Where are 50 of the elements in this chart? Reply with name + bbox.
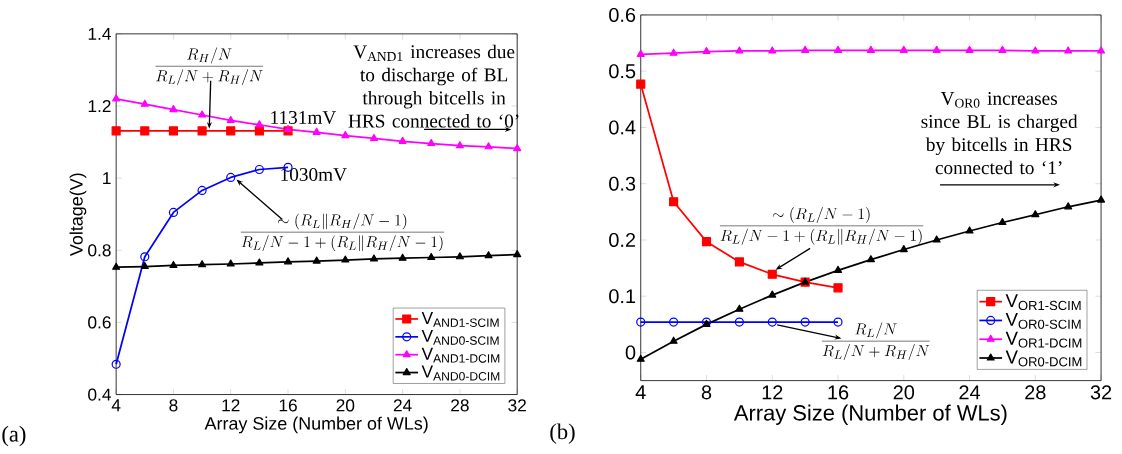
y-tick-label: 0.5 [609, 63, 636, 79]
x-tick-label: 8 [701, 385, 712, 400]
y-tick-label: 0.2 [609, 232, 636, 247]
annotation: 1131mV [271, 110, 337, 124]
x-tick-label: 16 [279, 399, 297, 412]
x-tick-label: 16 [828, 385, 849, 400]
legend-label: V$_{OR0-SCIM}$ [1005, 312, 1081, 329]
y-tick-label: 0.4 [88, 388, 111, 401]
y-tick-label: 0.8 [88, 243, 111, 257]
x-tick-label: 20 [893, 385, 915, 400]
legend-label: V$_{AND0-DCIM}$ [421, 365, 500, 381]
x-tick-label: 32 [508, 399, 526, 412]
y-tick-label: 0.6 [609, 7, 636, 22]
x-tick-label: 8 [169, 399, 178, 412]
legend-label: V$_{OR1-SCIM}$ [1005, 294, 1081, 310]
x-tick-label: 4 [111, 399, 121, 411]
annotation: $\frac{\sim(R_L/N-1)}{R_L/N-1+(R_L\|R_H/N-1)}$ [719, 206, 924, 245]
legend-label: V$_{OR0-DCIM}$ [1005, 350, 1082, 367]
y-axis-title: Voltage(V) [69, 173, 87, 256]
annotation: $\frac{R_L/N}{R_L/N+R_H/N}$ [821, 322, 930, 360]
y-tick-label: 1.2 [88, 99, 111, 112]
legend-label: V$_{OR1-DCIM}$ [1005, 331, 1082, 348]
annotation: $\frac{R_H/N}{R_L/N+R_H/N}$ [155, 47, 264, 85]
annotation: 1030mV [281, 167, 347, 181]
x-tick-label: 4 [635, 385, 646, 399]
x-tick-label: 24 [393, 399, 412, 412]
x-tick-label: 28 [451, 399, 469, 412]
x-axis-title: Array Size (Number of WLs) [204, 416, 428, 434]
x-tick-label: 24 [959, 385, 981, 400]
legend-label: V$_{AND1-SCIM}$ [421, 311, 499, 327]
y-tick-label: 0.6 [88, 316, 111, 329]
annotation: $\frac{\sim(R_L\|R_H/N-1)}{R_L/N-1+(R_L\|R_H/N-1)}$ [240, 213, 445, 251]
x-tick-label: 20 [336, 399, 355, 412]
y-tick-label: 0.3 [609, 176, 636, 191]
x-tick-label: 32 [1090, 385, 1112, 400]
x-tick-label: 12 [762, 385, 783, 400]
x-tick-label: 28 [1025, 385, 1046, 400]
y-tick-label: 1.4 [88, 27, 111, 40]
x-axis-title: Array Size (Number of WLs) [733, 404, 1007, 425]
annotation: V$_{OR0}$ increases since BL is charged by bitcells in HRS connected to ‘1’ [921, 91, 1078, 175]
text: (a) [2, 425, 26, 447]
annotation: V$_{AND1}$ increases due to discharge of BL through bitcells in HRS connected to ‘0’ [348, 44, 519, 128]
legend-label: V$_{AND0-SCIM}$ [421, 329, 499, 345]
x-tick-label: 12 [222, 399, 240, 412]
y-tick-label: 1 [103, 172, 111, 184]
y-tick-label: 0 [625, 345, 636, 360]
text: (b) [550, 423, 575, 444]
y-tick-label: 0.1 [609, 289, 636, 304]
legend-label: V$_{AND1-DCIM}$ [421, 347, 500, 363]
y-tick-label: 0.4 [609, 120, 636, 135]
